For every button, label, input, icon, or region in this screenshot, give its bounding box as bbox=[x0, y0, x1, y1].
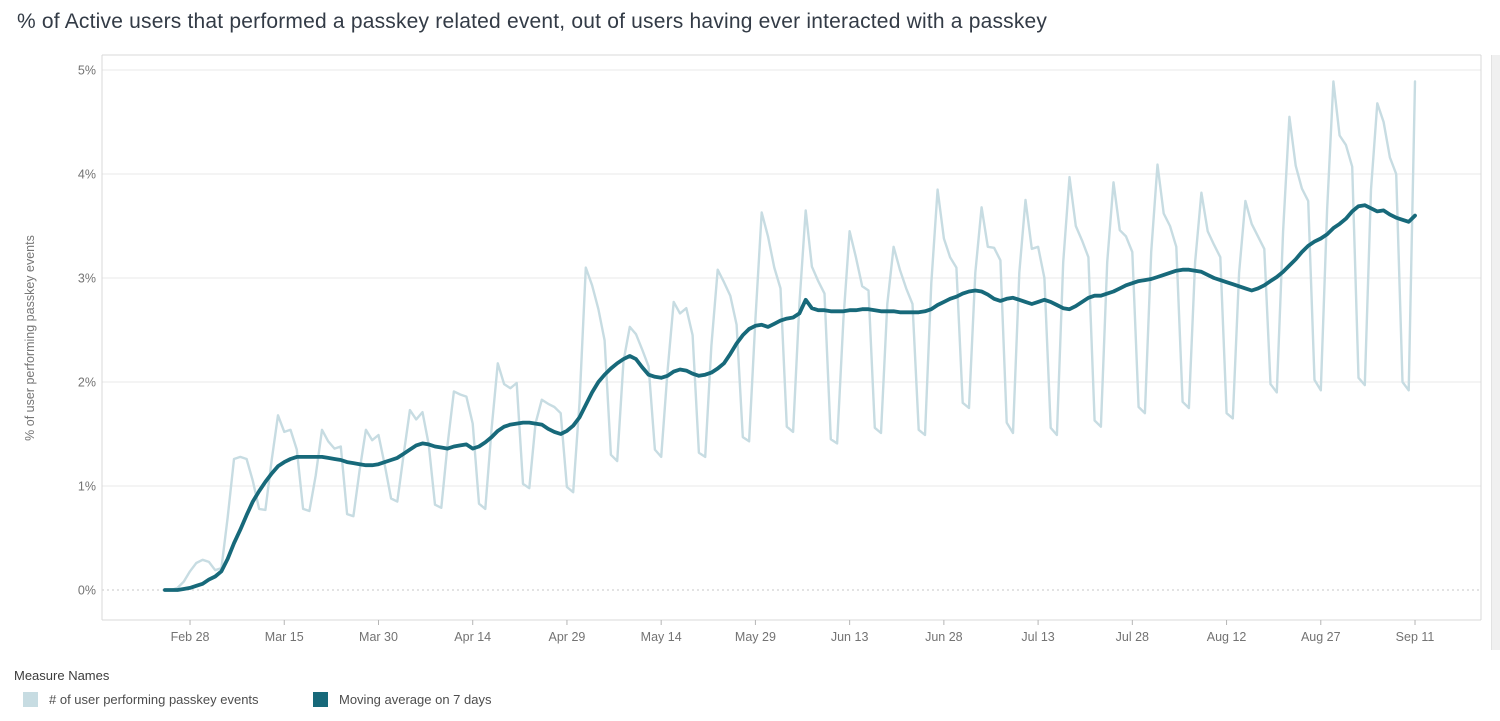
x-axis-tick-label: May 14 bbox=[641, 630, 682, 644]
moving-average-swatch-icon bbox=[313, 692, 328, 707]
x-axis-tick-label: Sep 11 bbox=[1396, 630, 1435, 644]
x-axis-tick-label: Jun 28 bbox=[925, 630, 963, 644]
x-axis-tick-label: Jun 13 bbox=[831, 630, 869, 644]
x-axis-tick-label: Jul 13 bbox=[1021, 630, 1054, 644]
y-axis-tick-label: 5% bbox=[78, 64, 96, 78]
legend-item-raw-series[interactable]: # of user performing passkey events bbox=[23, 692, 259, 707]
legend-title: Measure Names bbox=[14, 668, 110, 683]
x-axis-tick-label: May 29 bbox=[735, 630, 776, 644]
right-pane-strip bbox=[1491, 55, 1500, 650]
y-axis-tick-label: 1% bbox=[78, 480, 96, 494]
x-axis-tick-label: Apr 29 bbox=[549, 630, 586, 644]
raw-series-swatch-icon bbox=[23, 692, 38, 707]
moving-average-line[interactable] bbox=[162, 203, 1417, 592]
y-axis-tick-label: 0% bbox=[78, 584, 96, 598]
y-axis-tick-label: 2% bbox=[78, 376, 96, 390]
y-axis-tick-label: 4% bbox=[78, 168, 96, 182]
x-axis-tick-label: Aug 12 bbox=[1207, 630, 1247, 644]
x-axis-tick-label: Apr 14 bbox=[454, 630, 491, 644]
x-axis-tick-label: Mar 30 bbox=[359, 630, 398, 644]
legend-item-moving-average[interactable]: Moving average on 7 days bbox=[313, 692, 491, 707]
y-axis-tick-label: 3% bbox=[78, 272, 96, 286]
x-axis-tick-label: Aug 27 bbox=[1301, 630, 1341, 644]
x-axis-tick-label: Mar 15 bbox=[265, 630, 304, 644]
x-axis-tick-label: Jul 28 bbox=[1116, 630, 1149, 644]
x-axis-tick-label: Feb 28 bbox=[171, 630, 210, 644]
legend-item-label: Moving average on 7 days bbox=[339, 692, 492, 707]
line-chart: 0% 1% 2% 3% 4% 5% Feb 28 Mar 15 Mar 30 Apr 14 Apr … bbox=[78, 54, 1482, 644]
raw-series-line[interactable] bbox=[163, 80, 1417, 592]
legend-item-label: # of user performing passkey events bbox=[49, 692, 259, 707]
page-title: % of Active users that performed a passk… bbox=[17, 10, 1048, 33]
legend: Measure Names # of user performing passk… bbox=[0, 658, 1500, 721]
